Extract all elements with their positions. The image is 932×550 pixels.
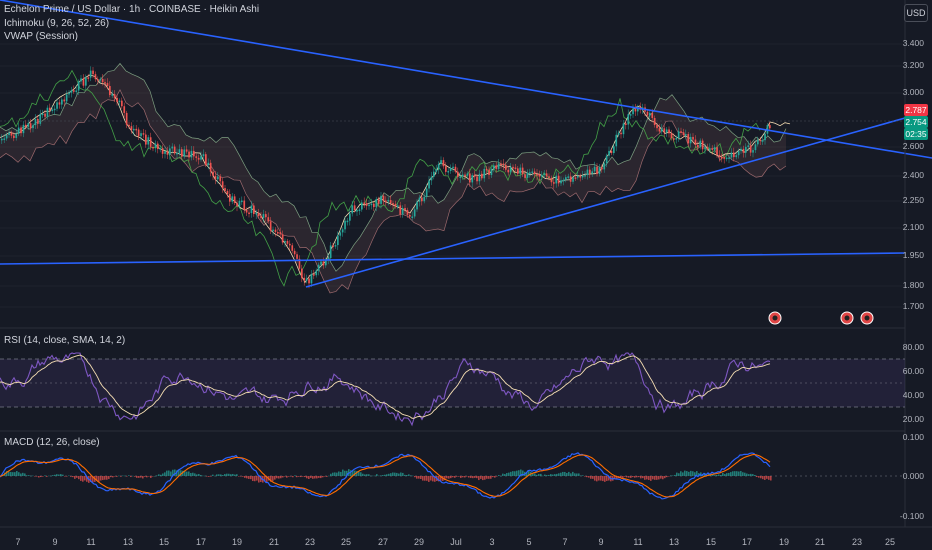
price-axis-label: 2.250 [902,195,924,205]
price-axis-label: 2.100 [902,222,924,232]
time-axis-label: 27 [377,537,389,547]
time-axis-label: 9 [52,537,58,547]
price-axis-label: 3.000 [902,87,924,97]
time-axis-label: 13 [122,537,134,547]
time-axis-label: 13 [668,537,680,547]
rsi-axis-label: 20.00 [902,414,924,424]
rsi-ma-line [0,354,771,419]
time-axis-label: 23 [304,537,316,547]
ichimoku-cloud [0,62,787,294]
price-axis-label: 2.600 [902,141,924,151]
event-marker[interactable] [860,311,874,325]
ichimoku-legend[interactable]: Ichimoku (9, 26, 52, 26) [4,18,110,29]
price-axis-label: 1.800 [902,280,924,290]
macd-axis-label: 0.100 [902,432,924,442]
macd-signal-line [0,453,771,498]
price-axis-label: 3.400 [902,38,924,48]
rsi-legend[interactable]: RSI (14, close, SMA, 14, 2) [4,335,126,346]
price-axis-label: 1.700 [902,301,924,311]
upper-trendline[interactable] [0,0,932,159]
price-axis-label: 3.200 [902,60,924,70]
time-axis-label: 25 [340,537,352,547]
time-axis-label: 15 [158,537,170,547]
price-axis-label: 1.950 [902,250,924,260]
event-marker[interactable] [768,311,782,325]
time-axis-label: 17 [741,537,753,547]
time-axis-label: 9 [598,537,604,547]
rsi-axis-label: 60.00 [902,366,924,376]
vwap-legend[interactable]: VWAP (Session) [4,31,78,42]
time-axis-label: 17 [195,537,207,547]
time-axis-label: 19 [778,537,790,547]
countdown-tag: 02:35 [904,128,928,140]
macd-legend[interactable]: MACD (12, 26, close) [4,437,100,448]
time-axis-label: 7 [562,537,568,547]
time-axis-label: 21 [268,537,280,547]
candles [1,66,771,289]
current-price-tag: 2.754 [904,116,928,128]
rsi-axis-label: 80.00 [902,342,924,352]
currency-button[interactable]: USD [904,4,928,22]
time-axis-label: 11 [86,537,96,547]
price-axis-label: 2.400 [902,170,924,180]
rsi-axis-label: 40.00 [902,390,924,400]
macd-axis-label: -0.100 [899,511,924,521]
symbol-title[interactable]: Echelon Prime / US Dollar · 1h · COINBAS… [4,4,260,15]
event-marker[interactable] [840,311,854,325]
macd-histogram [0,469,772,483]
time-axis-label: 15 [705,537,717,547]
time-axis-label: Jul [450,537,462,547]
time-axis-label: 25 [884,537,896,547]
time-axis-label: 7 [15,537,21,547]
time-axis-label: 21 [814,537,826,547]
last-price-tag: 2.787 [904,104,928,116]
time-axis-label: 11 [633,537,643,547]
rsi-line [0,352,771,427]
time-axis-label: 23 [851,537,863,547]
time-axis-label: 5 [526,537,532,547]
horizontal-trendline[interactable] [0,252,906,265]
macd-axis-label: 0.000 [902,471,924,481]
time-axis-label: 3 [489,537,495,547]
time-axis-label: 19 [231,537,243,547]
time-axis-label: 29 [413,537,425,547]
